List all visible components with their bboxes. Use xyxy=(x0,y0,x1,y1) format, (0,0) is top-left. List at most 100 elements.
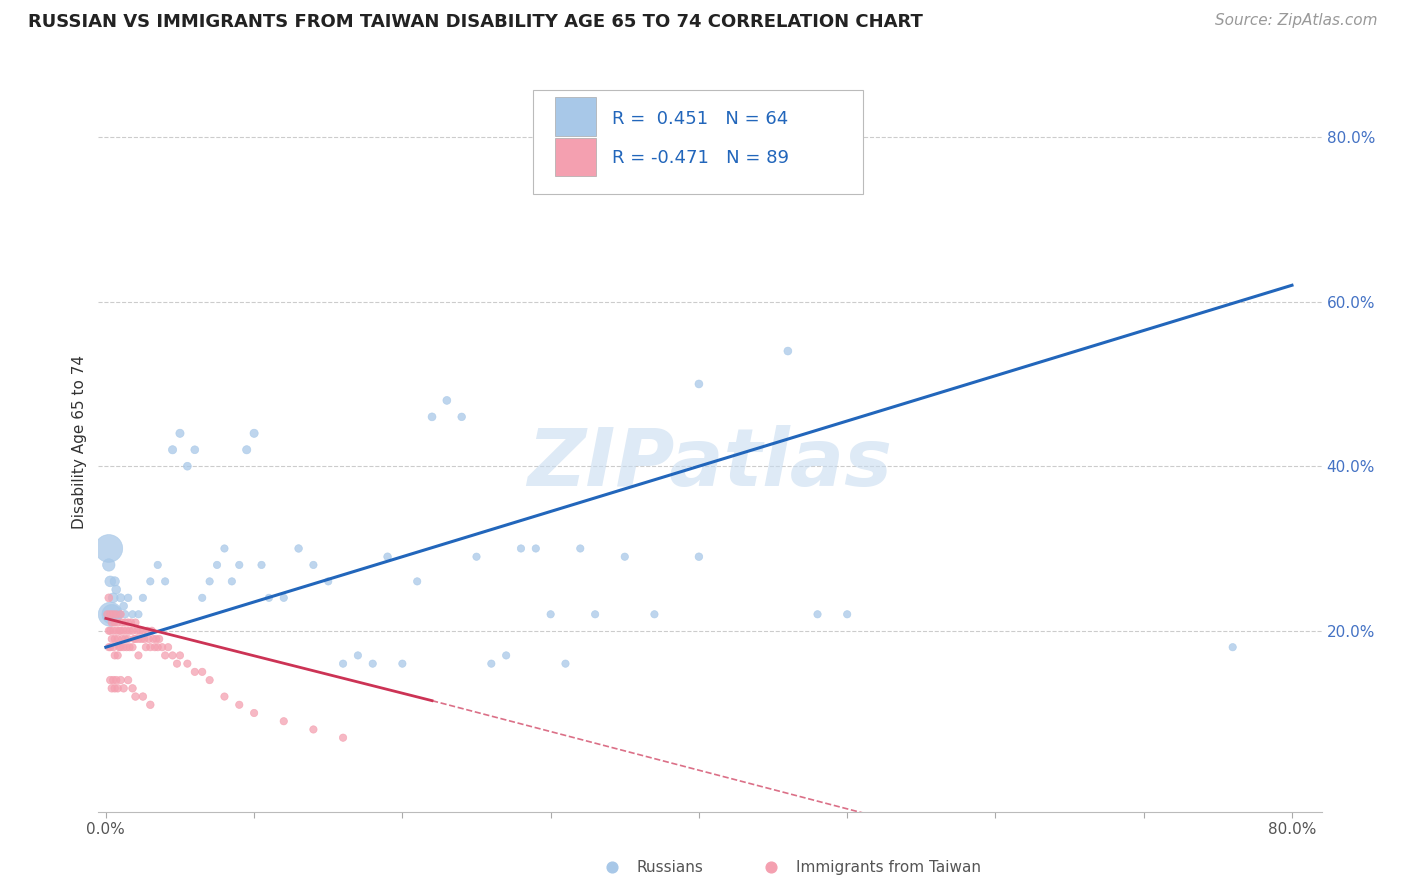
Point xyxy=(103,673,125,687)
Point xyxy=(153,574,176,589)
Point xyxy=(235,442,257,457)
Point xyxy=(108,607,131,622)
Point xyxy=(139,698,162,712)
Point xyxy=(98,607,121,622)
Point xyxy=(377,549,399,564)
Point xyxy=(302,723,325,737)
Point xyxy=(302,558,325,572)
Point xyxy=(112,681,135,696)
Point xyxy=(688,376,710,391)
Point xyxy=(112,640,135,655)
Point xyxy=(141,624,163,638)
Point xyxy=(176,657,198,671)
Point xyxy=(479,657,502,671)
Point xyxy=(184,665,207,679)
Point xyxy=(117,632,139,646)
Point xyxy=(97,624,120,638)
Point xyxy=(250,558,273,572)
Point xyxy=(111,615,134,630)
Point xyxy=(98,673,121,687)
Point xyxy=(131,632,153,646)
Point xyxy=(142,632,165,646)
Point xyxy=(132,591,155,605)
Point xyxy=(107,615,129,630)
Point xyxy=(127,607,149,622)
Point xyxy=(214,541,236,556)
Point xyxy=(153,648,176,663)
Point xyxy=(162,648,184,663)
Text: R = -0.471   N = 89: R = -0.471 N = 89 xyxy=(612,149,789,167)
Point xyxy=(184,442,207,457)
Point xyxy=(132,690,155,704)
Text: Source: ZipAtlas.com: Source: ZipAtlas.com xyxy=(1215,13,1378,29)
Point xyxy=(107,632,129,646)
Point xyxy=(332,657,354,671)
Point xyxy=(169,648,191,663)
Point xyxy=(436,393,458,408)
Point xyxy=(100,615,122,630)
Point xyxy=(613,549,636,564)
Point xyxy=(145,632,167,646)
Point xyxy=(495,648,517,663)
Point xyxy=(110,640,132,655)
Point xyxy=(139,640,162,655)
Point xyxy=(97,640,120,655)
FancyBboxPatch shape xyxy=(555,97,596,136)
Point xyxy=(688,549,710,564)
Point xyxy=(221,574,243,589)
Point xyxy=(406,574,429,589)
Point xyxy=(112,599,135,613)
Point xyxy=(524,541,547,556)
Point xyxy=(118,640,141,655)
Point xyxy=(108,624,131,638)
Point xyxy=(103,640,125,655)
Text: R =  0.451   N = 64: R = 0.451 N = 64 xyxy=(612,110,789,128)
Point xyxy=(148,632,170,646)
FancyBboxPatch shape xyxy=(533,90,863,194)
Point xyxy=(97,591,120,605)
Point xyxy=(150,640,173,655)
Point xyxy=(114,615,136,630)
Point xyxy=(118,624,141,638)
Point xyxy=(243,706,266,720)
Point xyxy=(1222,640,1244,655)
Point xyxy=(837,607,859,622)
Point xyxy=(120,615,142,630)
Point xyxy=(146,558,169,572)
Point xyxy=(391,657,413,671)
Point xyxy=(98,640,121,655)
Point xyxy=(910,850,932,864)
Point xyxy=(136,624,159,638)
Point xyxy=(583,607,606,622)
Point xyxy=(115,640,138,655)
Point xyxy=(132,624,155,638)
Point xyxy=(121,681,143,696)
Point xyxy=(332,731,354,745)
Point xyxy=(569,541,592,556)
Point xyxy=(117,591,139,605)
Point xyxy=(105,607,128,622)
Text: RUSSIAN VS IMMIGRANTS FROM TAIWAN DISABILITY AGE 65 TO 74 CORRELATION CHART: RUSSIAN VS IMMIGRANTS FROM TAIWAN DISABI… xyxy=(28,13,922,31)
Point xyxy=(124,632,146,646)
Point xyxy=(124,690,146,704)
Point xyxy=(117,615,139,630)
Point xyxy=(122,632,145,646)
Point xyxy=(125,624,148,638)
Point xyxy=(129,624,152,638)
Point xyxy=(806,607,828,622)
Point xyxy=(104,615,127,630)
Point xyxy=(103,624,125,638)
Point xyxy=(243,426,266,441)
Point xyxy=(198,574,221,589)
Point xyxy=(776,344,799,359)
Text: ZIPatlas: ZIPatlas xyxy=(527,425,893,503)
Point xyxy=(105,624,128,638)
Point xyxy=(107,648,129,663)
Point xyxy=(287,541,309,556)
Point xyxy=(104,648,127,663)
Point xyxy=(162,442,184,457)
Point xyxy=(127,632,149,646)
Point xyxy=(104,632,127,646)
Point xyxy=(103,591,125,605)
Point xyxy=(110,624,132,638)
